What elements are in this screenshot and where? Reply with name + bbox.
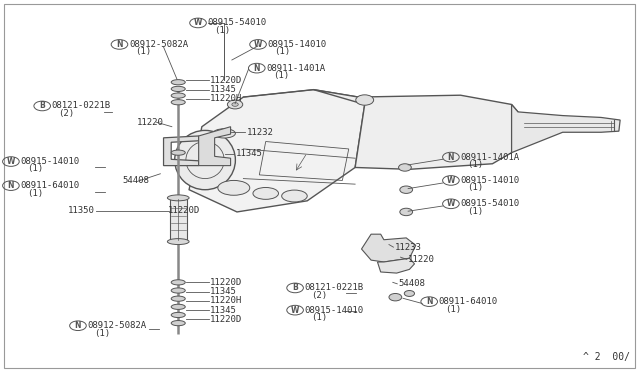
Text: W: W — [447, 176, 455, 185]
Text: 11350: 11350 — [68, 206, 95, 215]
Text: B: B — [39, 102, 45, 110]
Text: 11232: 11232 — [246, 128, 273, 137]
Circle shape — [400, 208, 413, 216]
Text: 08121-0221B: 08121-0221B — [52, 102, 111, 110]
Text: 11233: 11233 — [395, 243, 422, 251]
Ellipse shape — [172, 304, 185, 310]
Ellipse shape — [172, 150, 185, 155]
Text: (1): (1) — [27, 164, 43, 173]
Text: 11220: 11220 — [138, 118, 164, 127]
Ellipse shape — [213, 129, 236, 138]
Text: N: N — [426, 297, 433, 306]
Bar — [170, 199, 186, 240]
Ellipse shape — [172, 100, 185, 105]
Text: N: N — [8, 181, 14, 190]
Text: (1): (1) — [467, 183, 483, 192]
Text: 08912-5082A: 08912-5082A — [88, 321, 147, 330]
Text: W: W — [254, 40, 262, 49]
Circle shape — [399, 164, 412, 171]
Polygon shape — [511, 105, 620, 153]
Ellipse shape — [172, 321, 185, 326]
Text: 08911-64010: 08911-64010 — [439, 297, 498, 306]
Text: 11345: 11345 — [210, 287, 237, 296]
Text: W: W — [194, 19, 202, 28]
Text: (1): (1) — [136, 47, 152, 56]
Ellipse shape — [172, 288, 185, 293]
Ellipse shape — [168, 238, 189, 244]
Ellipse shape — [172, 80, 185, 85]
Polygon shape — [362, 234, 416, 262]
Circle shape — [404, 291, 415, 296]
Text: 11220D: 11220D — [210, 315, 243, 324]
Text: 08912-5082A: 08912-5082A — [129, 40, 188, 49]
Text: W: W — [447, 199, 455, 208]
Circle shape — [356, 95, 374, 105]
Text: 08911-1401A: 08911-1401A — [266, 64, 326, 73]
Text: (1): (1) — [94, 328, 110, 338]
Ellipse shape — [168, 195, 189, 201]
Ellipse shape — [172, 280, 185, 285]
Text: 11345: 11345 — [236, 149, 262, 158]
Text: (1): (1) — [467, 160, 483, 169]
Text: 08911-1401A: 08911-1401A — [461, 153, 520, 161]
Text: 11345: 11345 — [210, 306, 237, 315]
Text: (2): (2) — [311, 291, 327, 300]
Text: 11220H: 11220H — [210, 94, 243, 103]
Text: N: N — [75, 321, 81, 330]
Circle shape — [400, 186, 413, 193]
Text: N: N — [253, 64, 260, 73]
Ellipse shape — [172, 93, 185, 98]
Ellipse shape — [172, 312, 185, 318]
Text: 08915-14010: 08915-14010 — [268, 40, 327, 49]
Text: 11220: 11220 — [408, 255, 435, 264]
Polygon shape — [164, 136, 198, 166]
Ellipse shape — [253, 187, 278, 199]
Text: 11220D: 11220D — [210, 76, 243, 85]
Text: (1): (1) — [467, 207, 483, 216]
Circle shape — [232, 103, 238, 106]
Text: 08915-54010: 08915-54010 — [461, 199, 520, 208]
Text: 11220H: 11220H — [210, 296, 243, 305]
Text: W: W — [7, 157, 15, 166]
Text: 54408: 54408 — [399, 279, 426, 288]
Text: 08915-14010: 08915-14010 — [461, 176, 520, 185]
Text: (1): (1) — [273, 71, 289, 80]
Text: N: N — [116, 40, 123, 49]
Text: 08911-64010: 08911-64010 — [20, 181, 79, 190]
Polygon shape — [198, 127, 230, 166]
Text: 08915-54010: 08915-54010 — [207, 19, 267, 28]
Ellipse shape — [218, 180, 250, 195]
Circle shape — [227, 100, 243, 109]
Text: B: B — [292, 283, 298, 292]
Circle shape — [389, 294, 402, 301]
Ellipse shape — [282, 190, 307, 202]
Text: 11220D: 11220D — [168, 206, 200, 215]
Polygon shape — [314, 90, 518, 169]
Text: (2): (2) — [58, 109, 74, 118]
Text: 11345: 11345 — [210, 85, 237, 94]
Text: 08915-14010: 08915-14010 — [305, 306, 364, 315]
Ellipse shape — [172, 296, 185, 301]
Text: (1): (1) — [311, 313, 327, 322]
Text: 08121-0221B: 08121-0221B — [305, 283, 364, 292]
Polygon shape — [189, 90, 365, 212]
Text: 54408: 54408 — [122, 176, 149, 185]
Text: 08915-14010: 08915-14010 — [20, 157, 79, 166]
Text: (1): (1) — [214, 26, 230, 35]
Text: (1): (1) — [445, 305, 461, 314]
Text: ^ 2  00/: ^ 2 00/ — [583, 352, 630, 362]
Text: 11220D: 11220D — [210, 278, 243, 287]
Ellipse shape — [175, 131, 236, 190]
Text: (1): (1) — [274, 47, 290, 56]
Polygon shape — [378, 258, 415, 273]
Text: N: N — [447, 153, 454, 161]
Text: (1): (1) — [27, 189, 43, 198]
Ellipse shape — [172, 86, 185, 92]
Text: W: W — [291, 306, 300, 315]
